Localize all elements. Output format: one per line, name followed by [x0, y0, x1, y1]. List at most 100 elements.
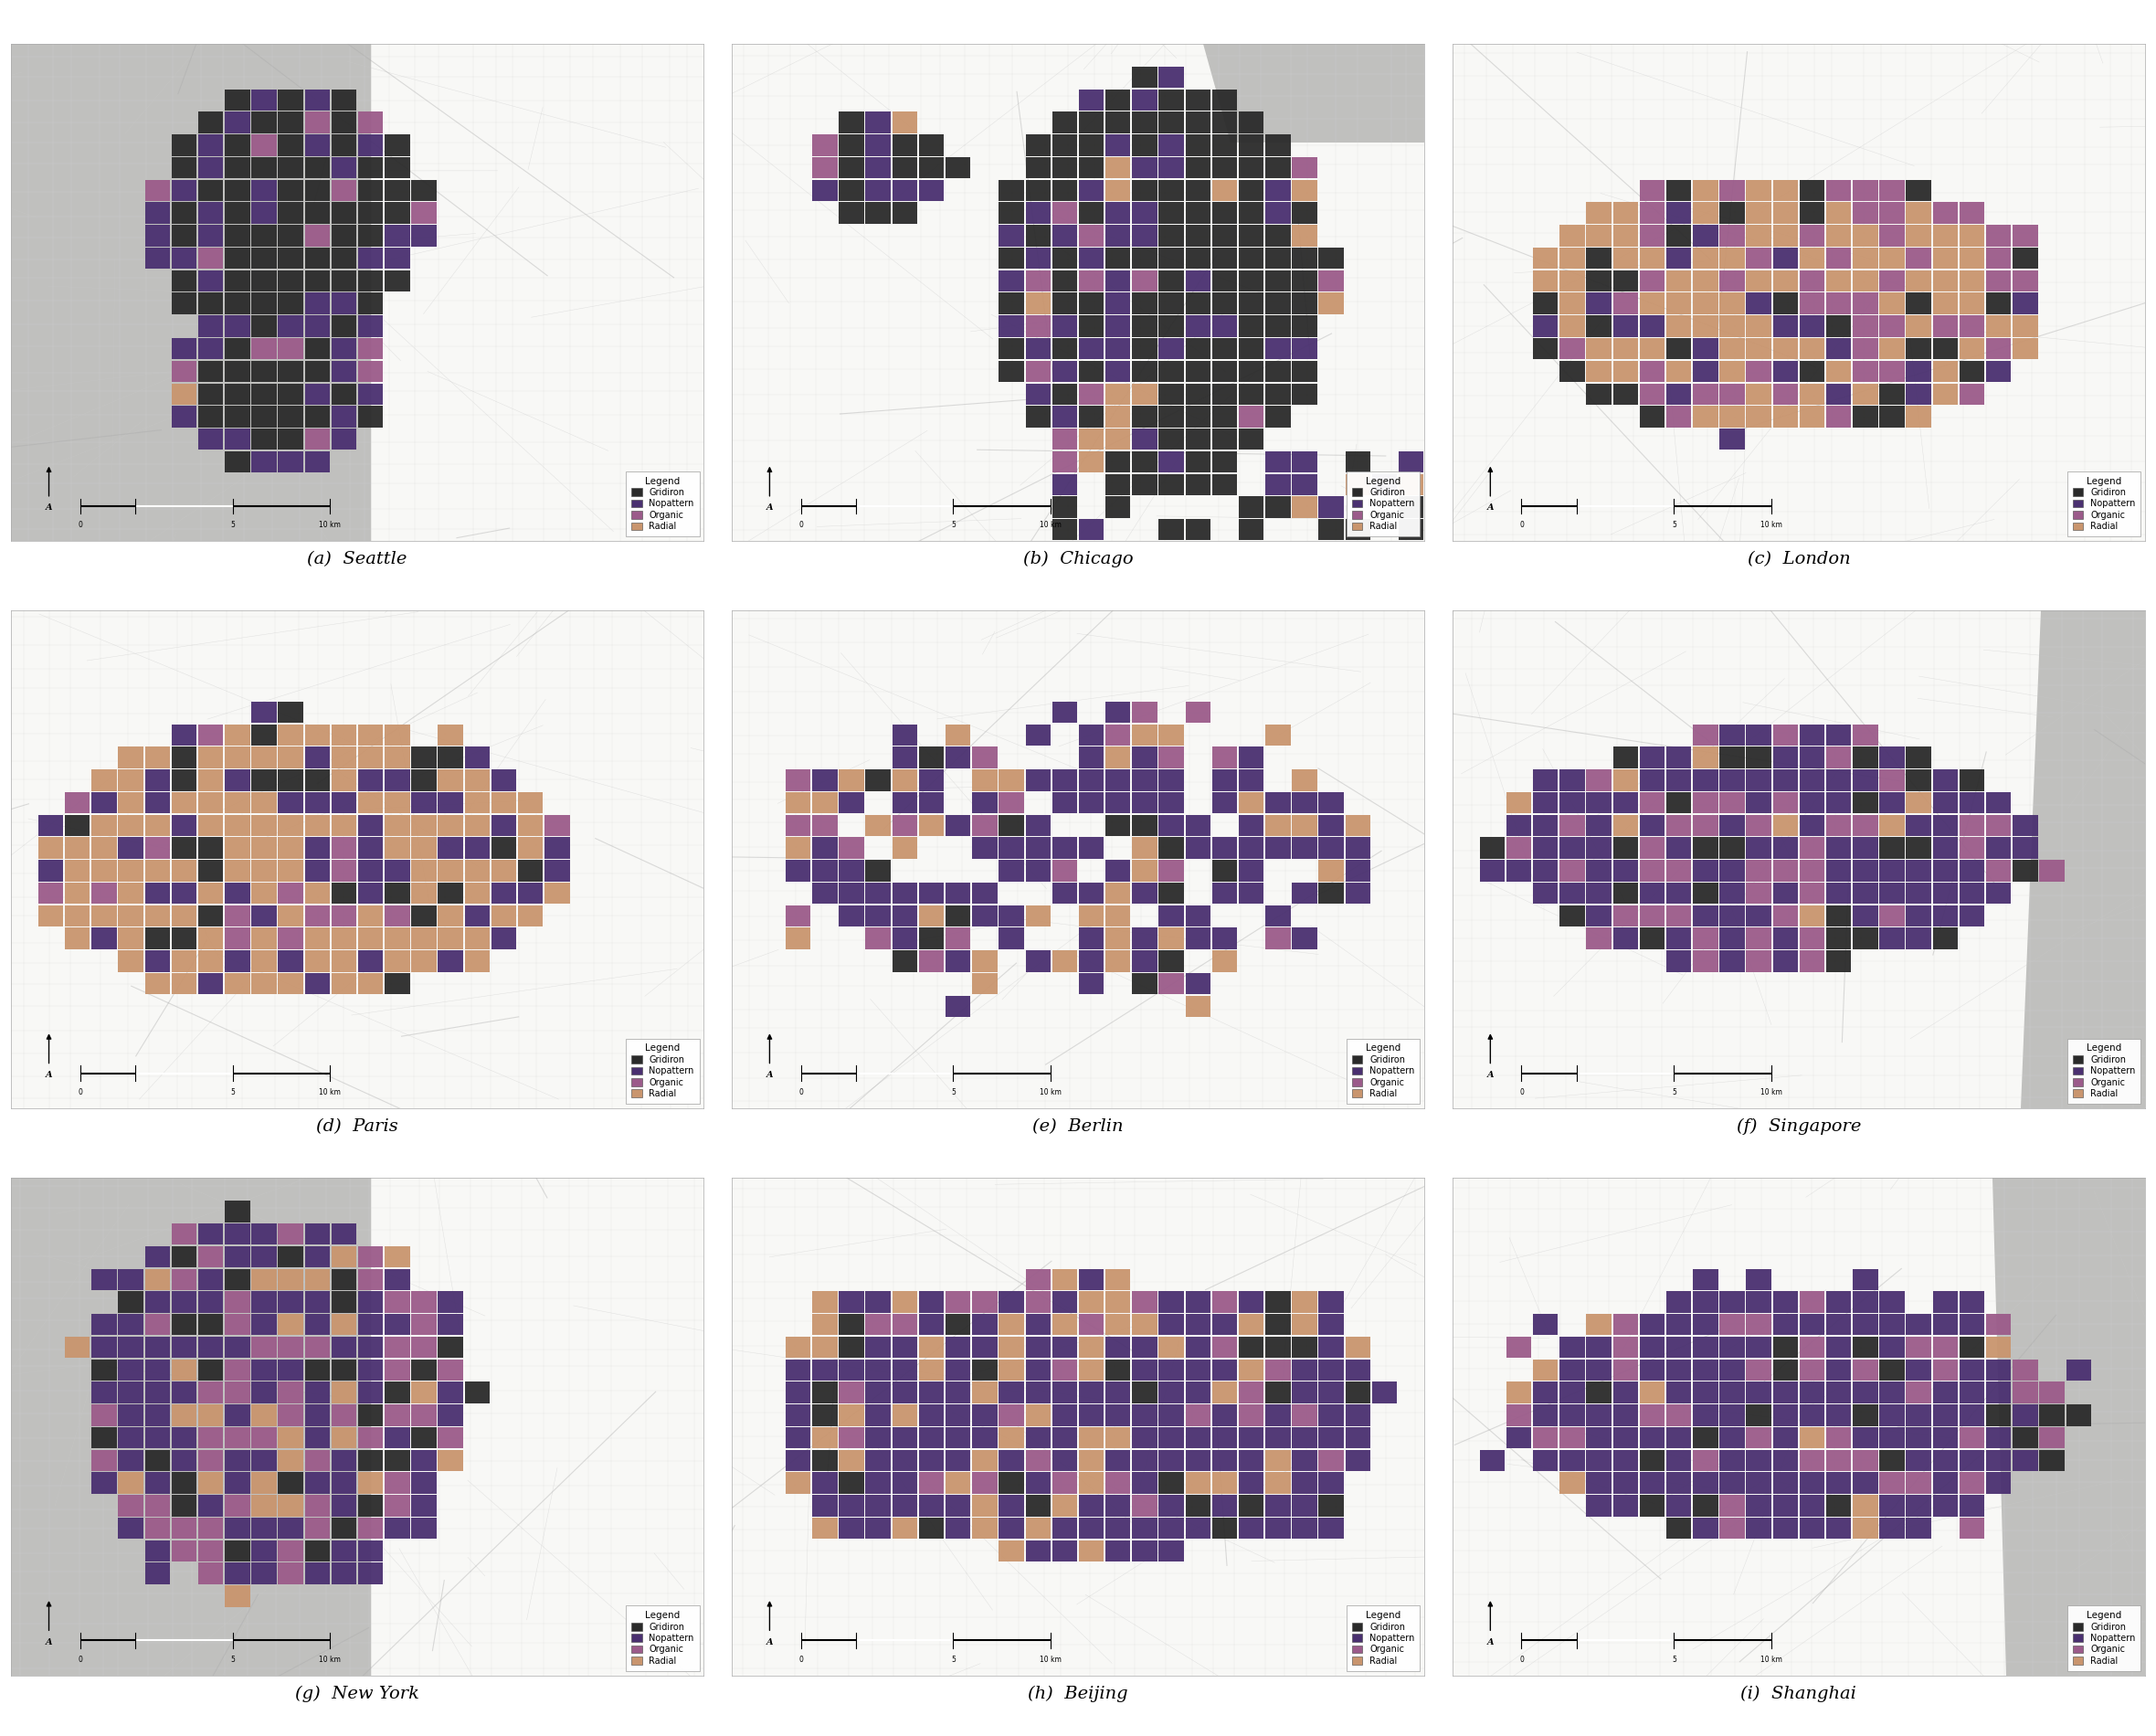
Bar — [198, 1269, 224, 1290]
Bar — [358, 1540, 384, 1561]
Bar — [1026, 950, 1050, 972]
Bar — [91, 1404, 116, 1425]
Text: 10 km: 10 km — [1039, 521, 1061, 529]
Bar — [1240, 746, 1263, 769]
Bar — [332, 904, 356, 927]
Bar — [1826, 1404, 1852, 1425]
Bar — [1880, 203, 1904, 224]
Bar — [1240, 1472, 1263, 1493]
Bar — [1613, 882, 1639, 904]
Bar — [144, 248, 170, 269]
Bar — [1720, 1404, 1744, 1425]
Bar — [972, 1495, 998, 1516]
Bar — [1240, 1450, 1263, 1470]
Bar — [1106, 1269, 1130, 1290]
Bar — [998, 904, 1024, 927]
Bar — [1746, 859, 1772, 882]
Bar — [865, 882, 890, 904]
Bar — [1158, 950, 1184, 972]
Bar — [384, 1292, 410, 1312]
Bar — [1613, 1359, 1639, 1380]
Bar — [252, 271, 276, 292]
Bar — [278, 1292, 304, 1312]
Bar — [946, 1495, 970, 1516]
Bar — [304, 316, 330, 337]
Bar — [1826, 271, 1852, 292]
Bar — [1132, 384, 1158, 404]
Bar — [1613, 1337, 1639, 1358]
Bar — [1932, 1472, 1958, 1493]
Bar — [144, 1404, 170, 1425]
Bar — [384, 134, 410, 156]
Bar — [438, 724, 464, 745]
Bar — [918, 927, 944, 950]
Bar — [1026, 1517, 1050, 1538]
Bar — [1132, 724, 1158, 745]
Bar — [1533, 316, 1559, 337]
Bar — [252, 724, 276, 745]
Bar — [1720, 1359, 1744, 1380]
Bar — [946, 927, 970, 950]
Bar — [1240, 814, 1263, 837]
Bar — [813, 1404, 837, 1425]
Bar — [1212, 181, 1238, 201]
Bar — [1052, 226, 1078, 247]
Bar — [224, 361, 250, 382]
Bar — [1026, 158, 1050, 179]
Bar — [332, 111, 356, 134]
Bar — [1345, 837, 1371, 859]
Bar — [1186, 451, 1210, 472]
Bar — [1772, 1337, 1798, 1358]
Bar — [1852, 226, 1878, 247]
Bar — [1746, 384, 1772, 404]
Bar — [1986, 293, 2012, 314]
Bar — [198, 882, 224, 904]
Bar — [1212, 474, 1238, 495]
Bar — [2014, 1450, 2037, 1470]
Bar — [252, 1224, 276, 1245]
Bar — [1852, 1292, 1878, 1312]
Bar — [1158, 814, 1184, 837]
Bar — [172, 814, 196, 837]
Bar — [1667, 746, 1690, 769]
Bar — [1106, 181, 1130, 201]
Bar — [1906, 316, 1932, 337]
X-axis label: (h)  Beijing: (h) Beijing — [1028, 1686, 1128, 1701]
Bar — [972, 1427, 998, 1448]
Bar — [1906, 1359, 1932, 1380]
Bar — [1319, 1382, 1343, 1403]
Legend: Gridiron, Nopattern, Organic, Radial: Gridiron, Nopattern, Organic, Radial — [625, 1038, 699, 1104]
Bar — [1266, 1517, 1291, 1538]
Bar — [1291, 1314, 1317, 1335]
Bar — [198, 1359, 224, 1380]
Bar — [252, 1359, 276, 1380]
Bar — [1692, 384, 1718, 404]
Bar — [304, 203, 330, 224]
Bar — [438, 792, 464, 814]
Bar — [144, 904, 170, 927]
Bar — [1559, 271, 1585, 292]
Bar — [332, 1450, 356, 1470]
Bar — [332, 203, 356, 224]
Bar — [1852, 181, 1878, 201]
Bar — [278, 1269, 304, 1290]
Text: 5: 5 — [231, 1088, 235, 1097]
Bar — [332, 1359, 356, 1380]
Bar — [1345, 814, 1371, 837]
Bar — [839, 1450, 865, 1470]
Bar — [972, 1382, 998, 1403]
Bar — [198, 248, 224, 269]
Bar — [1692, 837, 1718, 859]
Bar — [1266, 361, 1291, 382]
Bar — [1667, 1450, 1690, 1470]
Bar — [358, 406, 384, 427]
Bar — [1587, 1382, 1611, 1403]
Text: A: A — [45, 503, 52, 512]
Bar — [384, 181, 410, 201]
Bar — [1158, 746, 1184, 769]
Bar — [198, 837, 224, 859]
Bar — [1906, 1427, 1932, 1448]
Bar — [252, 111, 276, 134]
Bar — [1932, 1314, 1958, 1335]
Bar — [785, 1427, 811, 1448]
